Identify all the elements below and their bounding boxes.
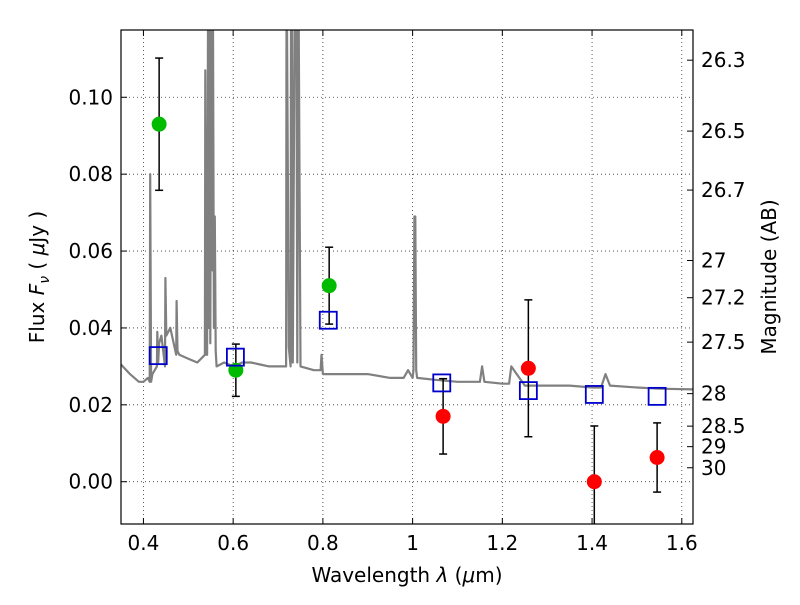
mag-tick-label: 27.2 bbox=[701, 286, 746, 310]
red-point bbox=[586, 474, 602, 490]
green-point bbox=[321, 278, 337, 294]
x-tick-label: 1 bbox=[406, 531, 419, 555]
x-tick-label: 0.4 bbox=[128, 531, 160, 555]
model-square bbox=[518, 381, 538, 401]
model-square bbox=[432, 373, 452, 393]
y-tick-label: 0.02 bbox=[68, 393, 113, 417]
y-tick-label: 0.04 bbox=[68, 316, 113, 340]
x-tick-label: 1.2 bbox=[486, 531, 518, 555]
model-square bbox=[318, 310, 338, 330]
spectrum-line bbox=[121, 30, 693, 391]
red-point bbox=[435, 408, 451, 424]
red-point bbox=[649, 449, 665, 465]
mag-tick-label: 27.5 bbox=[701, 330, 746, 354]
mag-tick-label: 29 bbox=[701, 435, 726, 459]
spectrum bbox=[121, 30, 693, 391]
green-point bbox=[151, 116, 167, 132]
x-tick-label: 1.4 bbox=[576, 531, 608, 555]
mag-tick-label: 26.5 bbox=[701, 119, 746, 143]
model-square bbox=[647, 386, 667, 406]
axes: 0.4 0.6 0.8 1 1.2 1.4 1.6 0.00 0.02 0.04 0.06 0.08 0… bbox=[68, 30, 746, 555]
y-tick-label: 0.00 bbox=[68, 470, 113, 494]
mag-tick-label: 26.3 bbox=[701, 48, 746, 72]
y-tick-label: 0.08 bbox=[68, 162, 113, 186]
mag-tick-label: 30 bbox=[701, 456, 726, 480]
y-axis-label: Flux Fν ( μJy ) bbox=[25, 211, 53, 343]
x-tick-label: 0.6 bbox=[217, 531, 249, 555]
mag-tick-label: 27 bbox=[701, 248, 726, 272]
right-axis-label: Magnitude (AB) bbox=[757, 199, 781, 354]
mag-tick-label: 28 bbox=[701, 382, 726, 406]
data-points bbox=[148, 57, 667, 524]
x-tick-label: 1.6 bbox=[666, 531, 698, 555]
model-square bbox=[584, 385, 604, 404]
mag-tick-label: 28.5 bbox=[701, 414, 746, 438]
y-tick-label: 0.06 bbox=[68, 239, 113, 263]
mag-tick-label: 26.7 bbox=[701, 178, 746, 202]
model-square bbox=[225, 347, 245, 367]
model-square bbox=[148, 346, 168, 366]
red-point bbox=[520, 360, 536, 376]
x-axis-label: Wavelength λ (μm) bbox=[311, 563, 502, 587]
plot-frame bbox=[120, 29, 694, 525]
x-tick-label: 0.8 bbox=[307, 531, 339, 555]
y-tick-label: 0.10 bbox=[68, 85, 113, 109]
